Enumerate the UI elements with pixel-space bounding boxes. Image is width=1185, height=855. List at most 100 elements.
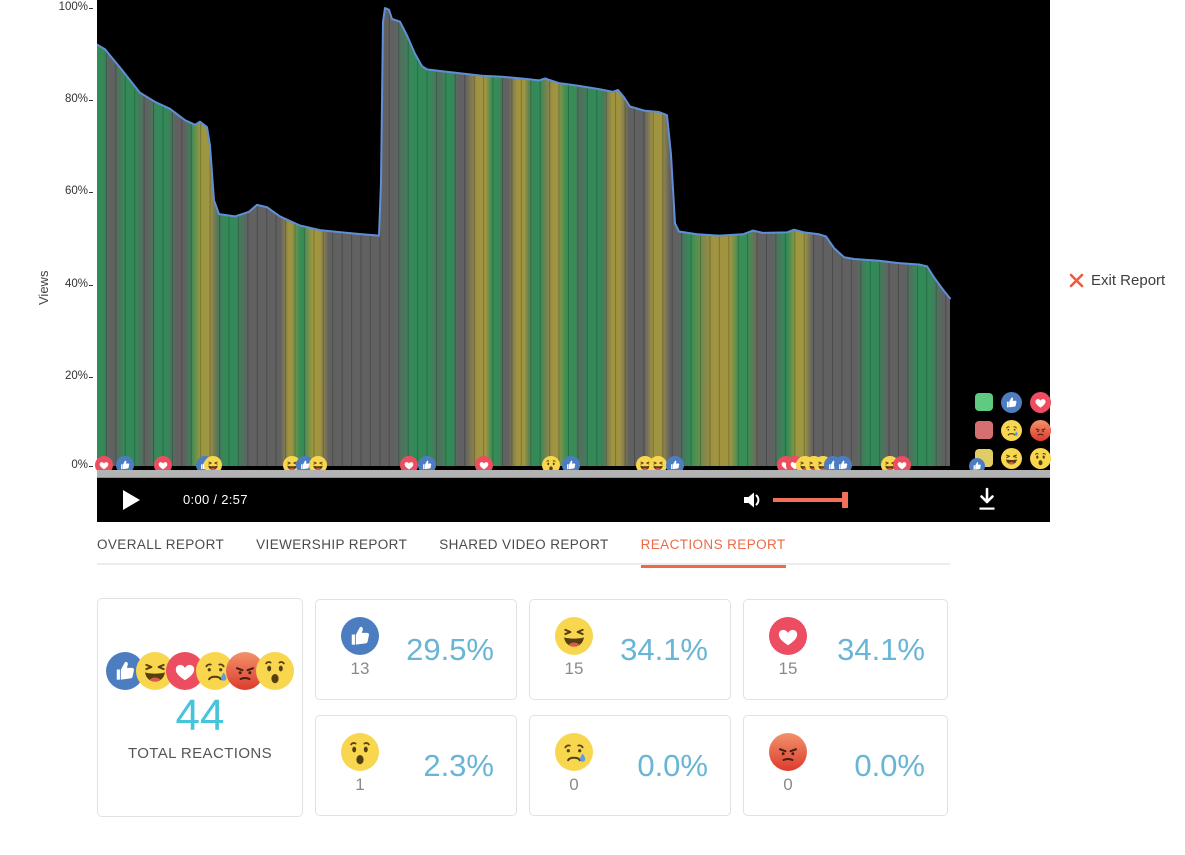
reaction-marker-like[interactable] (418, 456, 436, 474)
legend-color-square (975, 421, 993, 439)
like-emoji-icon (296, 456, 314, 474)
love-emoji-icon (400, 456, 418, 474)
reaction-marker-haha[interactable] (649, 456, 667, 474)
volume-icon[interactable] (742, 488, 766, 512)
reaction-marker-haha[interactable] (283, 456, 301, 474)
sad-emoji-icon (555, 733, 593, 771)
reaction-marker-love[interactable] (893, 456, 911, 474)
play-button[interactable] (123, 487, 149, 513)
report-tabs: OVERALL REPORT VIEWERSHIP REPORT SHARED … (97, 537, 786, 568)
y-tick-label: 20% (64, 370, 88, 382)
reaction-count: 15 (564, 659, 584, 678)
reaction-marker-like[interactable] (116, 456, 134, 474)
reaction-marker-like[interactable] (562, 456, 580, 474)
download-button[interactable] (976, 487, 998, 513)
like-emoji-icon (562, 456, 580, 474)
haha-emoji-icon (204, 456, 222, 474)
haha-emoji-icon (555, 617, 593, 655)
reaction-percentage: 2.3% (423, 747, 494, 783)
angry-emoji-icon (769, 733, 807, 771)
reaction-count: 15 (778, 659, 798, 678)
angry-emoji-icon (769, 733, 807, 771)
tab-overall-report[interactable]: OVERALL REPORT (97, 537, 225, 552)
viewership-area-chart[interactable] (95, 0, 1051, 474)
y-tick-mark (89, 377, 93, 378)
haha-emoji-icon (283, 456, 301, 474)
play-icon (123, 490, 140, 510)
angry-emoji-icon (1030, 419, 1051, 441)
y-tick-label: 0% (71, 459, 88, 471)
y-axis-title: Views (36, 270, 51, 305)
time-display: 0:00 / 2:57 (183, 492, 248, 507)
y-tick-label: 60% (64, 185, 88, 197)
reaction-card-angry: 0 0.0% (743, 715, 948, 816)
like-emoji-icon (116, 456, 134, 474)
angry-emoji-icon (226, 652, 264, 690)
y-tick-label: 40% (64, 278, 88, 290)
sad-emoji-icon (555, 733, 593, 771)
reaction-card-love: 15 34.1% (743, 599, 948, 700)
total-reactions-value: 44 (175, 691, 225, 740)
reaction-marker-love[interactable] (95, 456, 113, 474)
haha-emoji-icon (309, 456, 327, 474)
tab-reactions-report[interactable]: REACTIONS REPORT (640, 537, 786, 568)
wow-emoji-icon (1030, 447, 1051, 469)
reaction-marker-love[interactable] (154, 456, 172, 474)
chart-canvas (97, 0, 1050, 470)
love-emoji-icon (95, 456, 113, 474)
total-reactions-card: 44 TOTAL REACTIONS (97, 598, 303, 817)
wow-emoji-icon (341, 733, 379, 771)
haha-emoji-icon (649, 456, 667, 474)
seek-bar[interactable] (97, 470, 1050, 478)
reaction-marker-love[interactable] (400, 456, 418, 474)
chart-legend (969, 391, 1051, 474)
like-emoji-icon (1001, 391, 1022, 413)
volume-slider[interactable] (773, 492, 848, 508)
reaction-card-wow: 1 2.3% (315, 715, 517, 816)
reaction-marker-like[interactable] (834, 456, 852, 474)
legend-color-square (969, 449, 993, 474)
y-axis: Views 100% 80% 60% 40% 20% 0% (0, 0, 97, 471)
tabs-divider (97, 563, 950, 565)
reaction-marker-haha[interactable] (309, 456, 327, 474)
like-emoji-icon (666, 456, 684, 474)
y-tick-label: 100% (58, 1, 88, 13)
reaction-percentage: 0.0% (637, 747, 708, 783)
reaction-count: 1 (355, 775, 365, 794)
legend-row (975, 391, 1051, 413)
reaction-card-haha: 15 34.1% (529, 599, 731, 700)
total-reactions-label: TOTAL REACTIONS (127, 745, 273, 762)
haha-emoji-icon (136, 652, 174, 690)
wow-emoji-icon (542, 456, 560, 474)
reaction-marker-like[interactable] (296, 456, 314, 474)
haha-emoji-icon (636, 456, 654, 474)
close-icon (1069, 273, 1084, 288)
love-emoji-icon (893, 456, 911, 474)
reaction-marker-love[interactable] (475, 456, 493, 474)
reaction-marker-haha[interactable] (204, 456, 222, 474)
like-emoji-icon (418, 456, 436, 474)
haha-emoji-icon (1001, 447, 1022, 469)
tab-shared-video-report[interactable]: SHARED VIDEO REPORT (439, 537, 609, 552)
reactions-emoji-cluster (106, 652, 294, 690)
volume-slider-handle[interactable] (842, 492, 848, 508)
like-emoji-icon (341, 617, 379, 655)
love-emoji-icon (154, 456, 172, 474)
tab-viewership-report[interactable]: VIEWERSHIP REPORT (256, 537, 408, 552)
love-emoji-icon (166, 652, 204, 690)
wow-emoji-icon (256, 652, 294, 690)
exit-report-button[interactable]: Exit Report (1069, 272, 1165, 289)
like-emoji-icon (834, 456, 852, 474)
haha-emoji-icon (555, 617, 593, 655)
reaction-marker-wow[interactable] (542, 456, 560, 474)
reaction-marker-like[interactable] (666, 456, 684, 474)
sad-emoji-icon (1001, 419, 1022, 441)
y-tick-mark (89, 192, 93, 193)
legend-row (975, 419, 1051, 441)
y-tick-mark (89, 285, 93, 286)
video-player-controls: 0:00 / 2:57 (97, 478, 1050, 522)
love-emoji-icon (1030, 391, 1051, 413)
love-emoji-icon (475, 456, 493, 474)
reaction-marker-haha[interactable] (636, 456, 654, 474)
legend-color-square (975, 393, 993, 411)
